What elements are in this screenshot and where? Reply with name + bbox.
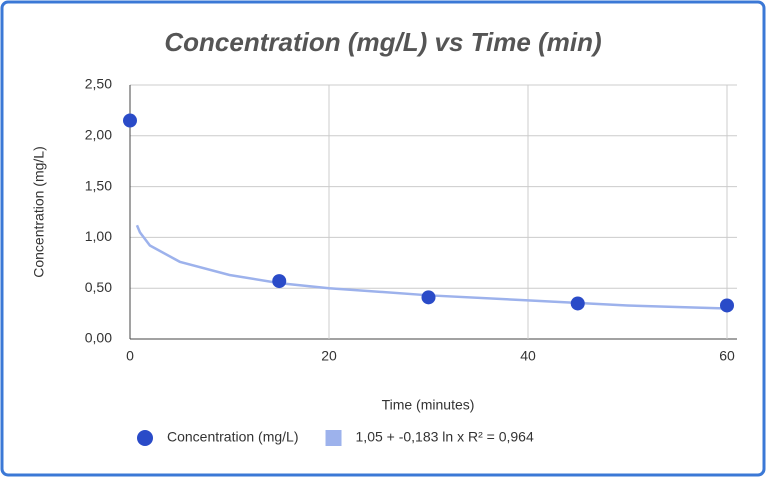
x-tick-label: 20 [321,348,337,364]
y-tick-label: 2,50 [85,76,112,92]
y-tick-label: 1,50 [85,177,112,193]
data-point [570,296,585,311]
legend-label: 1,05 + -0,183 ln x R² = 0,964 [356,429,534,445]
legend-swatch [137,430,153,446]
x-tick-label: 60 [719,348,735,364]
x-axis-title: Time (minutes) [382,397,475,413]
legend-label: Concentration (mg/L) [167,429,299,445]
y-tick-label: 0,50 [85,279,112,295]
data-point [720,298,734,313]
x-tick-label: 40 [520,348,536,364]
x-tick-label: 0 [126,348,134,364]
y-axis-title: Concentration (mg/L) [31,146,47,278]
data-point [421,290,436,305]
y-tick-label: 2,00 [85,127,112,143]
data-point [123,113,137,128]
legend-swatch [325,430,342,446]
chart-title: Concentration (mg/L) vs Time (min) [164,27,601,57]
data-point [272,274,287,289]
y-tick-label: 1,00 [85,228,112,244]
y-tick-label: 0,00 [85,330,112,346]
